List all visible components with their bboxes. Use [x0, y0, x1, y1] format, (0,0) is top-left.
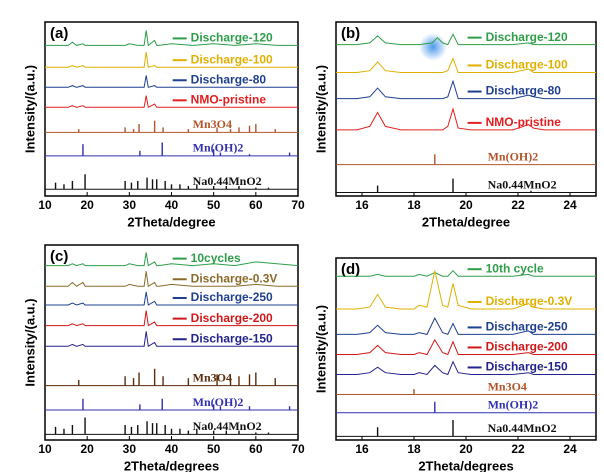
panel-label: (a) [50, 25, 68, 42]
pattern-line [336, 57, 596, 73]
legend-label: Na0.44MnO2 [193, 174, 262, 188]
pattern-line [45, 30, 298, 47]
x-tick-label: 50 [207, 198, 221, 212]
legend-label: Mn(OH)2 [488, 397, 539, 411]
x-tick-label: 18 [407, 198, 421, 212]
pattern-line [336, 360, 596, 376]
legend-label: Discharge-0.3V [191, 271, 278, 285]
pattern-line [336, 269, 596, 277]
legend-label: Mn3O4 [488, 379, 527, 393]
pattern-line [336, 33, 596, 46]
x-tick-label: 10 [38, 198, 52, 212]
legend-label: Discharge-250 [191, 290, 273, 304]
pattern-line [336, 79, 596, 100]
y-axis-label: Intensity/(a.u.) [313, 305, 328, 393]
legend-label: Discharge-80 [486, 84, 562, 98]
x-tick-label: 70 [291, 198, 305, 212]
pattern-line [45, 271, 298, 288]
x-tick-label: 30 [123, 198, 137, 212]
legend-label: Discharge-150 [486, 360, 568, 374]
x-axis-label: 2Theta/degree [422, 214, 510, 229]
x-tick-label: 16 [355, 442, 369, 456]
pattern-line [45, 331, 298, 348]
legend-label: Discharge-200 [486, 340, 568, 354]
x-axis-label: 2Theta/degrees [124, 458, 219, 472]
pattern-line [45, 310, 298, 327]
legend-label: NMO-pristine [191, 92, 267, 106]
pattern-line [45, 95, 298, 109]
x-tick-label: 40 [165, 442, 179, 456]
x-tick-label: 24 [563, 442, 577, 456]
legend-label: Discharge-150 [191, 331, 273, 345]
x-tick-label: 60 [249, 442, 263, 456]
highlight-glow [419, 33, 447, 61]
plot-frame [44, 21, 299, 197]
plot-frame [335, 21, 597, 197]
x-axis-label: 2Theta/degrees [418, 458, 513, 472]
x-tick-label: 10 [38, 442, 52, 456]
legend-label: NMO-pristine [486, 115, 562, 129]
x-tick-label: 70 [291, 442, 305, 456]
x-tick-label: 50 [207, 442, 221, 456]
pattern-line [45, 75, 298, 88]
x-tick-label: 30 [123, 442, 137, 456]
x-tick-label: 20 [459, 198, 473, 212]
y-axis-label: Intensity/(a.u.) [22, 65, 37, 153]
x-tick-label: 22 [511, 198, 525, 212]
panel-label: (c) [50, 248, 68, 265]
x-tick-label: 22 [511, 442, 525, 456]
pattern-line [45, 291, 298, 306]
x-axis-label: 2Theta/degree [127, 214, 215, 229]
pattern-line [336, 316, 596, 336]
panel-label: (d) [341, 261, 360, 278]
legend-label: Na0.44MnO2 [193, 419, 262, 433]
legend-label: Mn(OH)2 [193, 395, 244, 409]
legend-label: Mn3O4 [193, 117, 232, 131]
legend-label: Discharge-100 [486, 58, 568, 72]
legend-label: 10th cycle [486, 261, 544, 275]
pattern-line [45, 52, 298, 68]
x-tick-label: 16 [355, 198, 369, 212]
y-axis-label: Intensity/(a.u.) [313, 65, 328, 153]
panel-label: (b) [341, 25, 360, 42]
legend-label: Mn3O4 [193, 370, 232, 384]
x-tick-label: 24 [563, 198, 577, 212]
legend-label: Discharge-250 [486, 320, 568, 334]
legend-label: Na0.44MnO2 [488, 421, 557, 435]
x-tick-label: 20 [80, 442, 94, 456]
legend-label: Mn(OH)2 [488, 149, 539, 163]
legend-label: Discharge-120 [191, 31, 273, 45]
legend-label: Discharge-100 [191, 52, 273, 66]
pattern-line [336, 107, 596, 131]
pattern-line [336, 270, 596, 310]
legend-label: Mn(OH)2 [193, 141, 244, 155]
legend-label: Discharge-120 [486, 30, 568, 44]
legend-label: Na0.44MnO2 [488, 177, 557, 191]
pattern-line [336, 338, 596, 356]
legend-label: Discharge-200 [191, 311, 273, 325]
x-tick-label: 40 [165, 198, 179, 212]
legend-label: Discharge-0.3V [486, 294, 573, 308]
x-tick-label: 60 [249, 198, 263, 212]
x-tick-label: 20 [459, 442, 473, 456]
x-tick-label: 18 [407, 442, 421, 456]
legend-label: Discharge-80 [191, 72, 267, 86]
pattern-line [45, 252, 299, 267]
legend-label: 10cycles [191, 251, 241, 265]
y-axis-label: Intensity/(a.u.) [22, 298, 37, 386]
x-tick-label: 20 [80, 198, 94, 212]
